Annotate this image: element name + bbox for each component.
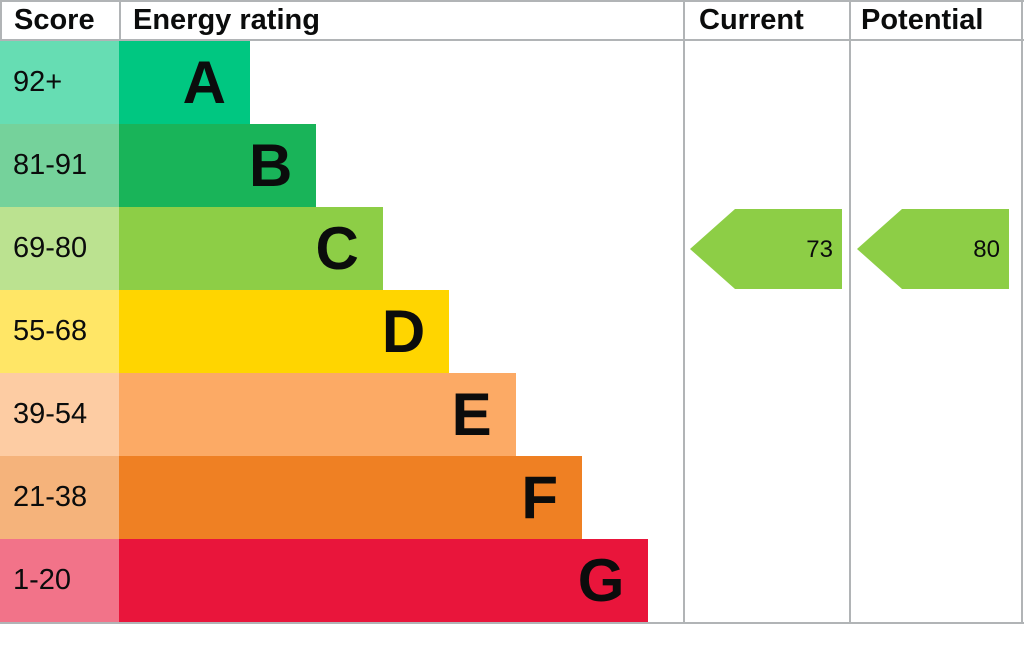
- potential-arrow-shape: [857, 209, 1009, 289]
- header-bottom-line: [0, 39, 1024, 41]
- rating-row-e: 39-54 E: [0, 373, 683, 456]
- score-range-label-b: 81-91: [0, 124, 119, 207]
- score-range-label-a: 92+: [0, 41, 119, 124]
- current-column-header: Current: [699, 4, 804, 36]
- score-range-label-g: 1-20: [0, 539, 119, 622]
- header-left-border: [0, 0, 2, 41]
- score-range-label-f: 21-38: [0, 456, 119, 539]
- score-column-divider: [119, 0, 121, 41]
- right-border-line: [1021, 0, 1023, 624]
- band-bar-g: G: [119, 539, 649, 622]
- rating-row-g: 1-20 G: [0, 539, 683, 622]
- band-bar-a: A: [119, 41, 250, 124]
- chart-bottom-line: [0, 622, 1024, 624]
- band-bar-d: D: [119, 290, 450, 373]
- current-column-divider: [683, 0, 685, 624]
- score-column-header: Score: [14, 4, 95, 36]
- current-rating-value: 73: [806, 236, 833, 263]
- band-bar-f: F: [119, 456, 582, 539]
- score-range-label-d: 55-68: [0, 290, 119, 373]
- rating-row-a: 92+ A: [0, 41, 683, 124]
- potential-rating-value: 80: [973, 236, 1000, 263]
- score-range-label-c: 69-80: [0, 207, 119, 290]
- top-border-line: [0, 0, 1024, 2]
- potential-column-divider: [849, 0, 851, 624]
- energy-rating-column-header: Energy rating: [133, 4, 320, 36]
- score-range-label-e: 39-54: [0, 373, 119, 456]
- band-bar-c: C: [119, 207, 383, 290]
- rating-row-d: 55-68 D: [0, 290, 683, 373]
- rating-row-c: 69-80 C: [0, 207, 683, 290]
- rating-row-b: 81-91 B: [0, 124, 683, 207]
- band-bar-b: B: [119, 124, 317, 207]
- rating-row-f: 21-38 F: [0, 456, 683, 539]
- potential-column-header: Potential: [861, 4, 984, 36]
- current-rating-arrow: 73: [690, 209, 842, 289]
- current-arrow-shape: [690, 209, 842, 289]
- band-bar-e: E: [119, 373, 516, 456]
- potential-rating-arrow: 80: [857, 209, 1009, 289]
